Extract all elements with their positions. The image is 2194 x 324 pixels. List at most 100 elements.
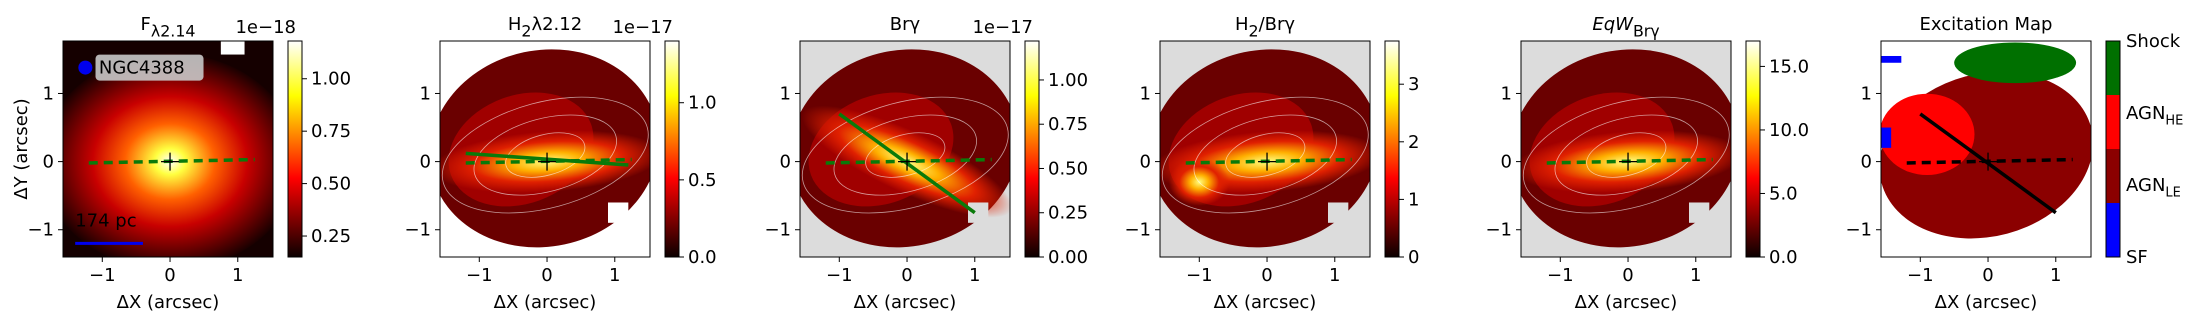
text-part: 2 — [521, 22, 531, 41]
colorbar-tick-label: 0.50 — [311, 174, 351, 195]
colorbar-tick-label: 15.0 — [1769, 56, 1809, 77]
colorbar-tick-label: 0.00 — [1048, 247, 1088, 268]
y-tick-label: 0 — [780, 152, 791, 173]
x-axis-label: ΔX (arcsec) — [494, 292, 597, 313]
text-part: 2 — [1249, 22, 1259, 41]
chart-title: H2λ2.12 — [508, 14, 582, 41]
colorbar-offset: 1e−17 — [972, 17, 1033, 38]
map-image — [1881, 41, 2091, 257]
map-region — [1954, 42, 2077, 84]
contour — [801, 96, 1009, 214]
x-tick-label: −1 — [89, 265, 116, 286]
y-tick-label: −1 — [404, 220, 431, 241]
colorbar-tick-label: 0.25 — [1048, 203, 1088, 224]
colorbar — [2105, 40, 2121, 258]
center-cross — [1619, 152, 1638, 171]
map-image — [800, 41, 1010, 257]
text-part: EqW — [1592, 14, 1634, 35]
x-axis-label: ΔX (arcsec) — [117, 292, 220, 313]
colorbar-tick-label: 0.50 — [1048, 158, 1088, 179]
y-tick-label: 0 — [420, 152, 431, 173]
x-tick-label: 0 — [1261, 265, 1272, 286]
panel: −1 0 1 −1 0 1 ΔX (arcsec) H2λ2.12 0.0 0.5 1.0 1e−17 — [404, 14, 716, 313]
y-axis-label: ΔY (arcsec) — [11, 98, 32, 199]
colorbar-tick-label: 5.0 — [1769, 183, 1798, 204]
axes-frame — [1880, 40, 2092, 258]
map-mask — [1328, 202, 1349, 223]
colorbar — [1024, 40, 1040, 258]
colorbar-tick-label: 0.5 — [688, 170, 717, 191]
x-tick-label: −1 — [826, 265, 853, 286]
contour — [1522, 96, 1730, 214]
colorbar-tick-label: 2 — [1408, 132, 1419, 153]
y-tick-label: 1 — [1140, 83, 1151, 104]
x-axis-label: ΔX (arcsec) — [1575, 292, 1678, 313]
x-tick-label: 1 — [1690, 265, 1701, 286]
y-tick-label: 1 — [1861, 83, 1872, 104]
colorbar-category-label: Shock — [2126, 31, 2181, 52]
x-tick-label: 1 — [2050, 265, 2061, 286]
colorbar-category-label: AGNLE — [2126, 175, 2181, 200]
label-box — [95, 54, 204, 81]
contour — [1586, 132, 1667, 178]
x-tick-label: 1 — [609, 265, 620, 286]
y-tick-label: 1 — [420, 83, 431, 104]
x-axis-label: ΔX (arcsec) — [1935, 292, 2038, 313]
contour — [865, 132, 946, 178]
x-tick-label: 0 — [541, 265, 552, 286]
map-mask — [220, 41, 245, 55]
colorbar-segment — [2106, 41, 2120, 95]
y-tick-label: −1 — [1124, 220, 1151, 241]
y-tick-label: −1 — [27, 220, 54, 241]
contour — [1161, 96, 1369, 214]
colorbar — [287, 40, 303, 258]
colorbar-segment — [2106, 95, 2120, 149]
colorbar-tick-label: 0.75 — [1048, 114, 1088, 135]
contour — [505, 132, 586, 178]
y-tick-label: −1 — [1485, 220, 1512, 241]
colorbar-offset: 1e−18 — [235, 17, 296, 38]
axes-frame — [439, 40, 651, 258]
text-part: H — [1235, 14, 1249, 35]
x-tick-label: 0 — [901, 265, 912, 286]
x-tick-label: −1 — [466, 265, 493, 286]
contour — [1225, 132, 1306, 178]
chart-title: Brγ — [890, 14, 921, 35]
center-cross — [1979, 152, 1998, 171]
colorbar-tick-label: 1.00 — [1048, 70, 1088, 91]
colorbar-tick-label: 0.25 — [311, 226, 351, 247]
y-tick-label: 0 — [1861, 152, 1872, 173]
panel: −1 0 1 −1 0 1 ΔX (arcsec) Brγ 0.00 0.25 0.50 0.75 1.… — [764, 14, 1088, 313]
colorbar — [1384, 40, 1400, 258]
text-part: SF — [2126, 247, 2148, 268]
y-tick-label: −1 — [1845, 220, 1872, 241]
chart-title: Excitation Map — [1920, 14, 2053, 35]
y-tick-label: 1 — [780, 83, 791, 104]
text-part: AGN — [2126, 175, 2165, 196]
marker-dot — [78, 60, 93, 75]
y-tick-label: 0 — [1501, 152, 1512, 173]
chart-title: Fλ2.14 — [141, 14, 196, 41]
colorbar-tick-label: 10.0 — [1769, 120, 1809, 141]
text-part: Brγ — [1633, 22, 1660, 41]
map-region — [1881, 93, 1975, 175]
x-tick-label: 1 — [232, 265, 243, 286]
panel: −1 0 1 −1 0 1 ΔX (arcsec) EqWBrγ 0.0 5.0 10.0 15.0 — [1485, 14, 1809, 313]
x-tick-label: −1 — [1547, 265, 1574, 286]
axes-frame — [62, 40, 274, 258]
contour — [1554, 114, 1698, 196]
text-part: /Brγ — [1259, 14, 1296, 35]
colorbar — [664, 40, 680, 258]
y-tick-label: −1 — [764, 220, 791, 241]
colorbar — [1745, 40, 1761, 258]
text-part: AGN — [2126, 103, 2165, 124]
axes-frame — [1159, 40, 1371, 258]
colorbar-tick-label: 3 — [1408, 74, 1419, 95]
axes-frame — [799, 40, 1011, 258]
text-part: Brγ — [890, 14, 921, 35]
axes-frame — [1520, 40, 1732, 258]
colorbar-tick-label: 0 — [1408, 247, 1419, 268]
